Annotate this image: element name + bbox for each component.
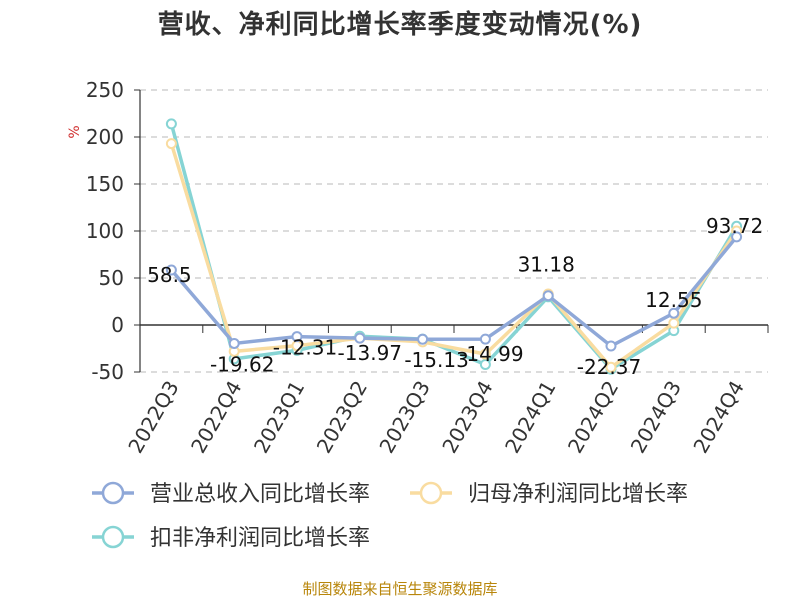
y-tick-label: 150 xyxy=(86,172,124,196)
legend-item: 扣非净利润同比增长率 xyxy=(92,525,370,551)
data-label: 31.18 xyxy=(518,253,575,277)
source-label: 制图数据来自恒生聚源数据库 xyxy=(302,580,498,598)
data-point xyxy=(668,317,680,329)
series-layer xyxy=(165,118,743,375)
grid-layer xyxy=(140,89,768,373)
x-tick-label: 2022Q4 xyxy=(186,377,246,458)
data-point xyxy=(479,333,491,345)
y-tick-label: 0 xyxy=(111,313,124,337)
data-label: -19.62 xyxy=(210,352,274,376)
legend-label: 营业总收入同比增长率 xyxy=(150,482,370,507)
data-label: 12.55 xyxy=(645,288,702,312)
data-point xyxy=(354,332,366,344)
y-tick-label: 100 xyxy=(86,219,124,243)
data-point xyxy=(731,231,743,243)
x-tick-label: 2023Q3 xyxy=(374,377,434,458)
data-label: -14.99 xyxy=(459,342,523,366)
legend-item: 营业总收入同比增长率 xyxy=(92,481,370,507)
legend-item: 归母净利润同比增长率 xyxy=(410,481,688,507)
data-point xyxy=(605,361,617,373)
legend-label: 归母净利润同比增长率 xyxy=(468,482,688,507)
series-line xyxy=(169,143,739,370)
data-label: -22.37 xyxy=(577,355,641,379)
y-tick-label: 250 xyxy=(86,78,124,102)
data-label: -15.13 xyxy=(404,348,468,372)
chart-title: 营收、净利同比增长率季度变动情况(%) xyxy=(157,10,643,40)
data-label: -12.31 xyxy=(273,336,337,360)
data-label: -13.97 xyxy=(338,341,402,365)
data-point xyxy=(165,138,177,150)
y-tick-label: 200 xyxy=(86,125,124,149)
data-label: 93.72 xyxy=(706,214,763,238)
x-tick-label: 2023Q2 xyxy=(312,377,372,458)
data-point xyxy=(165,118,177,130)
data-point xyxy=(479,348,491,360)
x-tick-label: 2024Q3 xyxy=(626,377,686,458)
data-label: 58.5 xyxy=(147,263,192,287)
data-point xyxy=(479,358,491,370)
legend-swatch-marker xyxy=(419,481,443,505)
data-point xyxy=(165,264,177,276)
x-tick-label: 2024Q2 xyxy=(563,377,623,458)
data-point xyxy=(417,333,429,345)
x-tick-label: 2023Q1 xyxy=(249,377,309,458)
data-point xyxy=(605,340,617,352)
y-tick-label: -50 xyxy=(91,360,124,384)
series-line xyxy=(169,123,739,371)
x-tick-label: 2022Q3 xyxy=(123,377,183,458)
x-tick-label: 2024Q1 xyxy=(500,377,560,458)
data-point xyxy=(291,331,303,343)
data-point xyxy=(228,337,240,349)
data-point xyxy=(668,307,680,319)
y-axis-label: % xyxy=(67,125,83,138)
legend-label: 扣非净利润同比增长率 xyxy=(150,526,370,551)
legend-swatch-marker xyxy=(101,525,125,549)
data-label-layer: 58.5 -19.62-12.31 -13.97 -15.13-14.99 31.18 -… xyxy=(147,214,763,379)
x-tick-label: 2024Q4 xyxy=(688,377,748,458)
series-line xyxy=(170,235,738,348)
x-tick-label: 2023Q4 xyxy=(437,377,497,458)
data-point xyxy=(542,290,554,302)
legend-swatch-marker xyxy=(101,481,125,505)
y-tick-label: 50 xyxy=(99,266,124,290)
